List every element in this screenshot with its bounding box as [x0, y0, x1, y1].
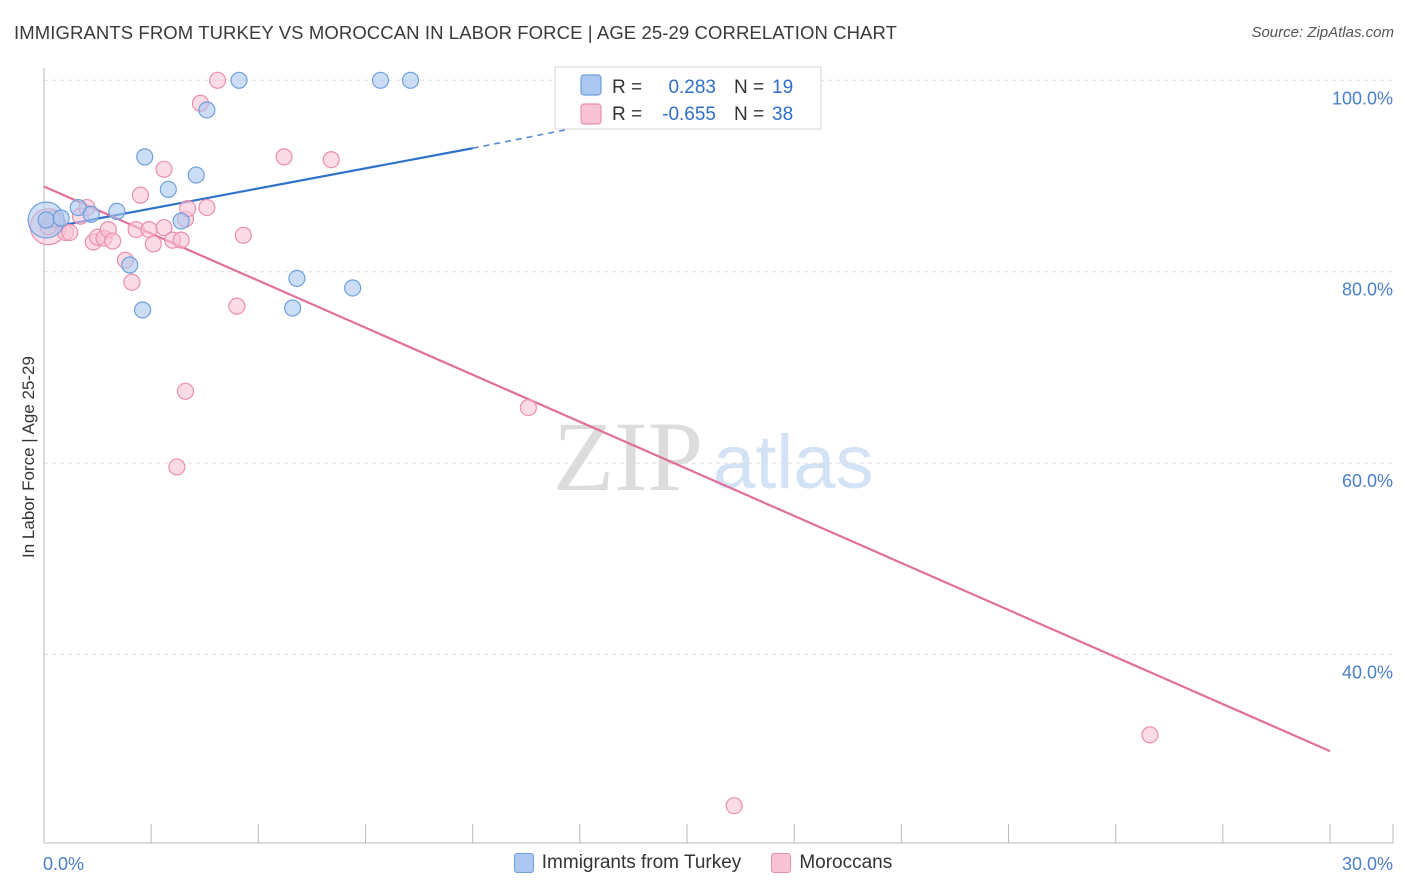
point-moroccans-24	[176, 382, 195, 400]
series-swatch-moroccans	[771, 853, 792, 873]
point-moroccans-27	[209, 71, 227, 89]
y-tick-label-1: 80.0%	[1342, 280, 1393, 300]
y-tick-label-3: 40.0%	[1342, 663, 1393, 683]
legend-n-label-2: N =	[734, 104, 764, 125]
legend-n-label-1: N =	[734, 77, 764, 98]
legend-n-value-1: 19	[772, 77, 793, 98]
legend-n-value-2: 38	[772, 104, 793, 125]
point-moroccans-29	[234, 226, 252, 244]
source-label: Source: ZipAtlas.com	[1251, 24, 1394, 41]
point-moroccans-21	[172, 231, 190, 249]
series-label-turkey: Immigrants from Turkey	[541, 852, 742, 873]
y-tick-label-2: 60.0%	[1342, 471, 1393, 491]
point-moroccans-30	[275, 148, 293, 166]
tick-labels: 100.0% 80.0% 60.0% 40.0% 0.0% 30.0%	[43, 88, 1393, 874]
point-turkey-4	[108, 202, 126, 221]
axes	[43, 68, 1394, 844]
point-turkey-3	[82, 205, 100, 223]
point-moroccans-20	[168, 458, 186, 476]
point-moroccans-17	[155, 160, 173, 178]
data-points	[27, 71, 1159, 815]
series-swatch-turkey	[513, 853, 534, 873]
series-label-moroccans: Moroccans	[799, 852, 893, 873]
watermark-zip: ZIP	[553, 401, 703, 512]
point-moroccans-32	[519, 398, 537, 417]
point-turkey-12	[230, 71, 248, 89]
watermark-atlas: atlas	[713, 420, 874, 505]
point-moroccans-28	[228, 297, 246, 315]
chart-title: IMMIGRANTS FROM TURKEY VS MOROCCAN IN LA…	[14, 22, 898, 43]
trend-line-moroccans	[43, 185, 1331, 753]
legend: R = 0.283 N = 19 R = -0.655 N = 38	[554, 66, 822, 130]
point-turkey-0	[37, 211, 55, 229]
point-turkey-7	[136, 148, 154, 166]
point-moroccans-15	[140, 220, 158, 239]
x-tick-label-1: 30.0%	[1342, 854, 1393, 874]
legend-r-label-1: R =	[612, 77, 642, 98]
point-moroccans-16	[144, 235, 162, 253]
legend-swatch-moroccans	[580, 103, 602, 125]
series-legend-moroccans: Moroccans	[771, 852, 892, 874]
point-moroccans-10	[103, 232, 122, 250]
trend-line-turkey	[43, 147, 473, 230]
point-turkey-9	[172, 212, 190, 230]
y-axis-title: In Labor Force | Age 25-29	[19, 356, 38, 558]
point-turkey-16	[371, 71, 390, 89]
point-turkey-17	[401, 71, 420, 89]
legend-swatch-turkey	[580, 74, 602, 96]
legend-r-value-2: -0.655	[662, 104, 716, 125]
point-turkey-13	[284, 299, 302, 317]
point-moroccans-12	[123, 273, 141, 291]
legend-r-value-1: 0.283	[668, 77, 716, 98]
point-moroccans-18	[155, 219, 173, 237]
series-legend: Immigrants from Turkey Moroccans	[0, 852, 1406, 874]
point-turkey-11	[198, 101, 216, 119]
point-moroccans-26	[198, 198, 216, 217]
point-turkey-14	[288, 269, 306, 287]
series-legend-turkey: Immigrants from Turkey	[513, 852, 742, 874]
legend-r-label-2: R =	[612, 104, 642, 125]
point-turkey-6	[133, 301, 152, 319]
gridlines	[44, 79, 1393, 655]
point-turkey-15	[344, 279, 362, 297]
y-tick-label-0: 100.0%	[1332, 88, 1393, 108]
point-turkey-5	[121, 256, 139, 274]
point-moroccans-34	[1141, 726, 1159, 744]
point-moroccans-14	[131, 186, 150, 204]
point-turkey-8	[159, 180, 177, 198]
point-turkey-10	[187, 166, 205, 184]
x-tick-label-0: 0.0%	[43, 854, 84, 874]
point-turkey-1	[52, 209, 70, 227]
point-moroccans-31	[322, 151, 340, 169]
point-moroccans-3	[61, 223, 79, 242]
point-moroccans-33	[725, 797, 743, 815]
